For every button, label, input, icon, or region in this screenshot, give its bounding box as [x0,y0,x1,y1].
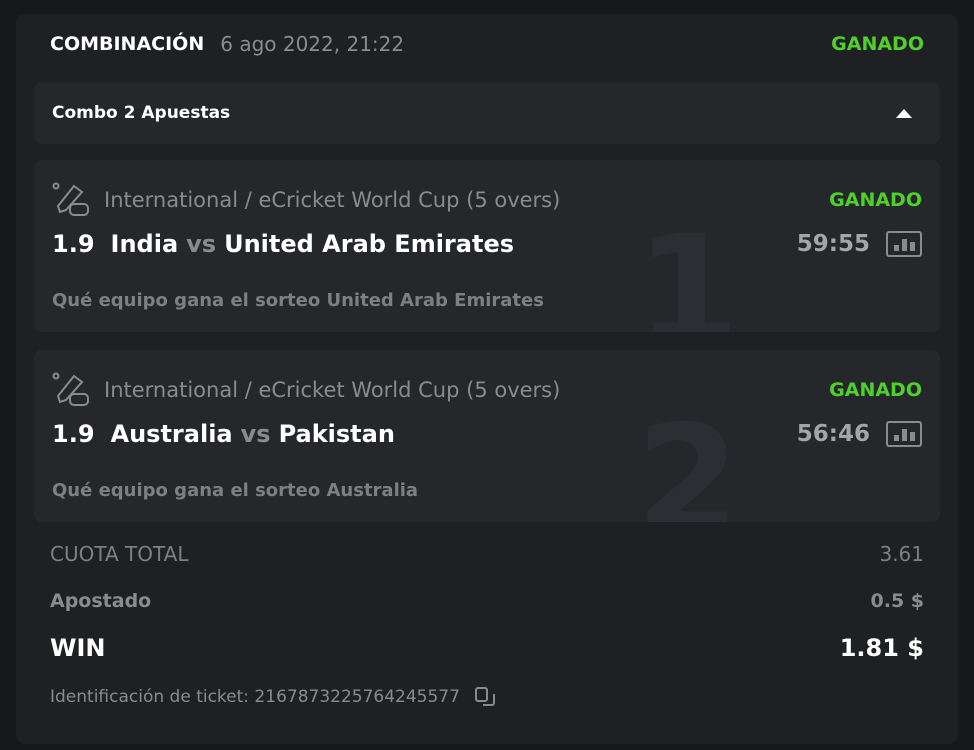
away-team: Pakistan [278,420,395,448]
win-label: WIN [50,634,106,662]
status-badge: GANADO [831,33,924,55]
bet-item: 1 International / eCricket World Cup (5 … [34,160,940,332]
bet-date: 6 ago 2022, 21:22 [220,32,405,56]
stats-icon[interactable] [886,421,922,447]
combo-toggle[interactable]: Combo 2 Apuestas [34,82,940,144]
league-name: International / eCricket World Cup (5 ov… [104,188,561,212]
market-selection: Qué equipo gana el sorteo Australia [52,480,419,501]
market-selection: Qué equipo gana el sorteo United Arab Em… [52,290,544,311]
chevron-up-icon [896,108,912,118]
win-value: 1.81 $ [839,634,924,662]
total-odds-row: CUOTA TOTAL 3.61 [50,542,924,566]
stake-label: Apostado [50,590,152,612]
ticket-id-row: Identificación de ticket: 21678732257642… [50,686,924,708]
copy-icon[interactable] [474,686,496,708]
stake-value: 0.5 $ [870,590,925,612]
bet-item: 2 International / eCricket World Cup (5 … [34,350,940,522]
away-team: United Arab Emirates [224,230,514,258]
home-team: India [110,230,179,258]
home-team: Australia [110,420,233,448]
vs-label: vs [186,230,217,258]
total-odds-label: CUOTA TOTAL [50,542,189,566]
win-row: WIN 1.81 $ [50,634,924,662]
vs-label: vs [240,420,271,448]
combo-label: Combo 2 Apuestas [52,103,231,123]
stake-row: Apostado 0.5 $ [50,590,924,612]
league-name: International / eCricket World Cup (5 ov… [104,378,561,402]
bet-odd: 1.9 [52,420,95,448]
match-time: 56:46 [796,421,870,447]
bet-ticket-card: COMBINACIÓN 6 ago 2022, 21:22 GANADO Com… [16,14,958,744]
match-time: 59:55 [796,231,870,257]
bet-index: 1 [635,204,740,332]
esports-cricket-icon [52,372,89,406]
bet-status: GANADO [829,189,922,211]
esports-cricket-icon [52,182,89,216]
bet-index: 2 [635,394,740,522]
ticket-header: COMBINACIÓN 6 ago 2022, 21:22 GANADO [50,32,924,56]
total-odds-value: 3.61 [879,542,924,566]
stats-icon[interactable] [886,231,922,257]
bet-type: COMBINACIÓN [50,33,205,55]
bet-odd: 1.9 [52,230,95,258]
ticket-id: Identificación de ticket: 21678732257642… [50,687,460,707]
bet-status: GANADO [829,379,922,401]
